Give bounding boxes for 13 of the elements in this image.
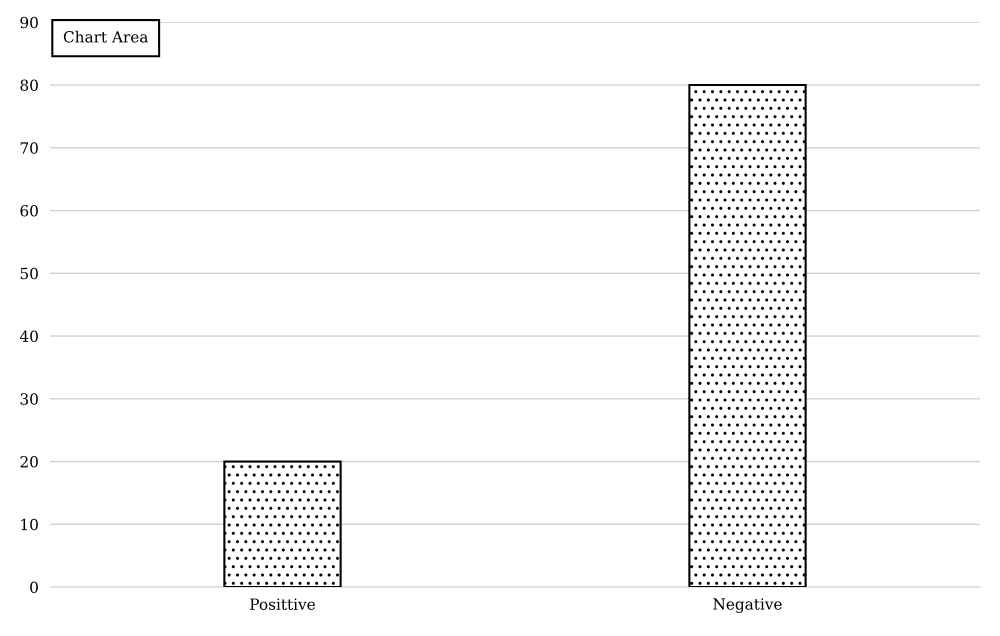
x-tick-label: Negative xyxy=(713,598,782,613)
y-tick-label: 30 xyxy=(20,393,38,405)
annotation: Chart Area xyxy=(64,30,148,43)
y-tick-label: 90 xyxy=(20,16,38,28)
y-tick-label: 0 xyxy=(30,581,38,594)
y-tick-label: 50 xyxy=(20,268,38,280)
y-tick-label: 60 xyxy=(20,204,38,217)
y-tick-label: 80 xyxy=(20,79,38,92)
y-tick-label: 40 xyxy=(20,330,38,342)
x-tick-label: Posittive xyxy=(250,598,315,610)
y-tick-label: 70 xyxy=(20,142,38,154)
y-tick-label: 20 xyxy=(20,456,38,468)
y-tick-label: 10 xyxy=(21,518,38,530)
